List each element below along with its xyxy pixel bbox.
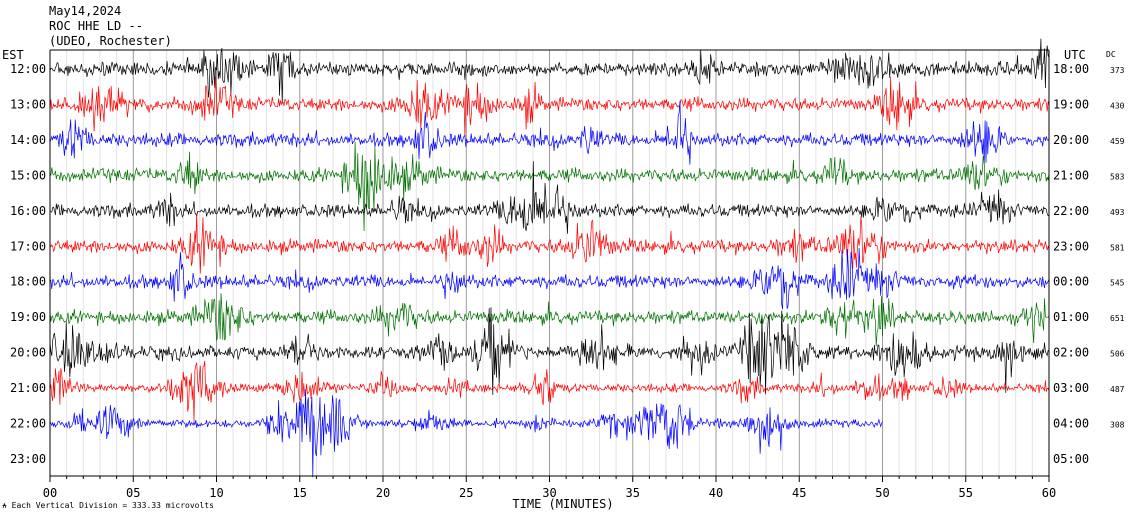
dc-row-value: 487 [1110,385,1125,394]
trace-line-1400 [49,100,1050,165]
utc-row-label: 19:00 [1053,97,1089,111]
x-tick-label: 40 [709,486,723,500]
x-tick-label: 50 [875,486,889,500]
utc-row-label: 03:00 [1053,381,1089,395]
dc-row-value: 583 [1110,172,1125,181]
est-row-label: 20:00 [10,346,46,360]
utc-row-label: 00:00 [1053,275,1089,289]
utc-row-label: 20:00 [1053,133,1089,147]
scale-note: Each Vertical Division = 333.33 microvol… [11,501,214,510]
x-tick-label: 00 [43,486,57,500]
trace-line-2200 [49,389,883,478]
right-axis-label: UTC [1064,48,1086,62]
x-tick-label: 45 [792,486,806,500]
x-tick-label: 55 [959,486,973,500]
utc-row-label: 01:00 [1053,310,1089,324]
scale-icon: ⍲ [2,501,12,510]
dc-row-value: 493 [1110,208,1125,217]
header-station: ROC HHE LD -- [49,19,143,33]
x-axis-title: TIME (MINUTES) [512,497,613,511]
x-tick-label: 15 [293,486,307,500]
x-tick-label: 05 [126,486,140,500]
trace-line-1200 [49,38,1050,104]
est-row-label: 17:00 [10,239,46,253]
x-tick-label: 30 [542,486,556,500]
utc-row-label: 23:00 [1053,239,1089,253]
utc-row-label: 04:00 [1053,417,1089,431]
trace-line-1600 [49,161,1050,234]
scale-footnote: ⍲ Each Vertical Division = 333.33 microv… [2,501,214,510]
utc-row-label: 18:00 [1053,62,1089,76]
trace-line-2100 [49,360,1050,422]
dc-row-value: 459 [1110,137,1125,146]
utc-row-label: 02:00 [1053,346,1089,360]
dc-row-value: 545 [1110,279,1125,288]
x-tick-label: 10 [209,486,223,500]
est-row-label: 12:00 [10,62,46,76]
dc-label: DC [1106,50,1116,59]
dc-row-value: 651 [1110,314,1125,323]
trace-line-2000 [49,307,1050,396]
trace-line-1300 [49,76,1050,137]
utc-row-label: 05:00 [1053,452,1089,466]
header-date: May14,2024 [49,4,122,18]
est-row-label: 15:00 [10,168,46,182]
dc-row-value: 430 [1110,101,1125,110]
trace-line-1800 [49,247,1050,310]
dc-row-value: 506 [1110,350,1125,359]
x-tick-label: 60 [1042,486,1056,500]
x-tick-label: 35 [626,486,640,500]
trace-line-1900 [49,293,1050,347]
est-row-label: 14:00 [10,133,46,147]
est-row-label: 22:00 [10,417,46,431]
dc-row-value: 581 [1110,243,1125,252]
est-row-label: 19:00 [10,310,46,324]
x-tick-label: 20 [376,486,390,500]
left-axis-label: EST [2,48,24,62]
est-row-label: 16:00 [10,204,46,218]
est-row-label: 18:00 [10,275,46,289]
trace-line-1500 [49,141,1050,232]
utc-row-label: 22:00 [1053,204,1089,218]
header-location: (UDEO, Rochester) [49,34,172,48]
est-row-label: 21:00 [10,381,46,395]
x-tick-label: 25 [459,486,473,500]
dc-row-value: 373 [1110,66,1125,75]
utc-row-label: 21:00 [1053,168,1089,182]
est-row-label: 23:00 [10,452,46,466]
est-row-label: 13:00 [10,97,46,111]
trace-line-1700 [49,212,1050,274]
dc-row-value: 308 [1110,421,1125,430]
